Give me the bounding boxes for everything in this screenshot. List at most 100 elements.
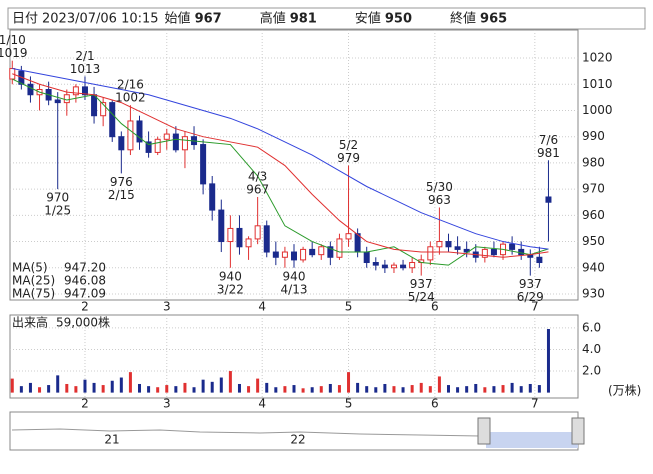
legend-value: 947.09 [64, 287, 106, 301]
candle-body [363, 251, 370, 264]
header-value: 950 [385, 12, 412, 27]
volume-bar [247, 386, 251, 393]
legend-value: 946.08 [64, 274, 106, 288]
header-label: 終値 [450, 11, 476, 27]
y-tick-label: 970 [582, 182, 605, 196]
volume-bar [183, 382, 187, 393]
candle-body [345, 233, 352, 240]
annotation-date: 6/29 [517, 290, 544, 304]
candle-body [281, 251, 288, 258]
volume-bar [410, 385, 414, 393]
volume-bar [283, 386, 287, 393]
candle-body [390, 264, 397, 269]
candle-body [291, 251, 297, 261]
annotation-value: 979 [337, 151, 360, 165]
candle-body [300, 248, 307, 261]
navigator: 21 22 [9, 411, 585, 451]
volume-bar [492, 386, 496, 393]
annotation-date: 1/25 [44, 204, 71, 218]
volume-bar [265, 382, 269, 393]
y-tick-label: 1010 [582, 77, 613, 91]
header-value: 2023/07/06 10:15 [42, 12, 159, 27]
volume-bar [165, 385, 169, 393]
candle-body [245, 238, 252, 248]
candle-body [27, 83, 34, 96]
annotation-value: 937 [519, 277, 542, 291]
y-tick-label: 1020 [582, 51, 613, 65]
annotation-value: 963 [428, 193, 451, 207]
annotation-value: 1002 [115, 91, 146, 105]
price-panel [9, 29, 579, 301]
volume-bar [337, 385, 341, 393]
volume-bar [119, 377, 123, 393]
candle-body [254, 225, 261, 240]
annotation-date: 4/3 [248, 169, 267, 183]
x-tick-label: 6 [431, 397, 439, 411]
header-label: 始値 [165, 11, 191, 27]
candle-body [427, 246, 434, 261]
header: 日付 2023/07/06 10:15 始値 967 高値 981 安値 950 終値 965 [7, 7, 646, 30]
volume-bar [192, 387, 196, 393]
ma-line [12, 68, 549, 250]
candle-body [336, 238, 343, 258]
x-tick-label: 6 [431, 300, 439, 314]
x-tick-label: 4 [258, 397, 266, 411]
navigator-handle[interactable] [477, 417, 491, 445]
navigator-range [486, 432, 578, 448]
x-tick-label: 2 [81, 397, 89, 411]
volume-bar [92, 382, 96, 393]
annotation-date: 4/13 [281, 282, 308, 296]
y-tick-label: 980 [582, 155, 605, 169]
volume-bar [483, 387, 487, 393]
volume-bar [310, 387, 314, 393]
x-tick-label: 3 [163, 397, 171, 411]
annotation-date: 2/16 [117, 78, 144, 92]
candle-body [100, 102, 107, 117]
candle-body [309, 248, 316, 256]
candle-body [518, 248, 525, 256]
annotation-date: 3/22 [217, 282, 244, 296]
volume-bar [437, 376, 441, 393]
candle-body [63, 94, 70, 104]
volume-bar [74, 386, 78, 393]
y-tick-label: 6.0 [582, 320, 601, 334]
legend-name: MA(5) [12, 261, 48, 275]
annotation-value: 970 [46, 191, 69, 205]
volume-bar [546, 329, 550, 393]
volume-bar [128, 372, 132, 393]
candle-body [91, 94, 98, 117]
candle-body [372, 262, 379, 266]
volume-bar [47, 385, 51, 393]
legend-name: MA(25) [12, 274, 55, 288]
candle-body [263, 225, 270, 253]
volume-bar [228, 371, 232, 393]
annotation-value: 981 [537, 146, 560, 160]
volume-bar [38, 387, 42, 393]
volume-bar [374, 387, 378, 393]
candle-body [509, 243, 516, 250]
y-tick-label: 950 [582, 234, 605, 248]
unit-label: (万株) [608, 383, 641, 398]
candle-body [545, 196, 552, 203]
annotation-date: 5/24 [408, 290, 435, 304]
annotation-value: 1019 [0, 46, 28, 60]
header-label: 日付 [12, 12, 38, 27]
navigator-label: 21 [104, 433, 119, 447]
annotation-date: 2/15 [108, 188, 135, 202]
candle-body [163, 133, 170, 140]
volume-bar [383, 383, 387, 393]
volume-bar [356, 382, 360, 393]
volume-bar [319, 386, 323, 393]
navigator-handle[interactable] [571, 417, 585, 445]
x-tick-label: 5 [345, 397, 353, 411]
annotation-date: 2/1 [75, 49, 94, 63]
candle-body [400, 264, 407, 269]
candle-body [172, 133, 179, 151]
y-tick-label: 960 [582, 208, 605, 222]
volume-title: 出来高 [12, 315, 48, 330]
header-label: 高値 [260, 11, 286, 27]
volume-bar [510, 382, 514, 393]
candle-body [127, 120, 134, 151]
volume-bar [537, 385, 541, 393]
candle-body [236, 227, 243, 248]
